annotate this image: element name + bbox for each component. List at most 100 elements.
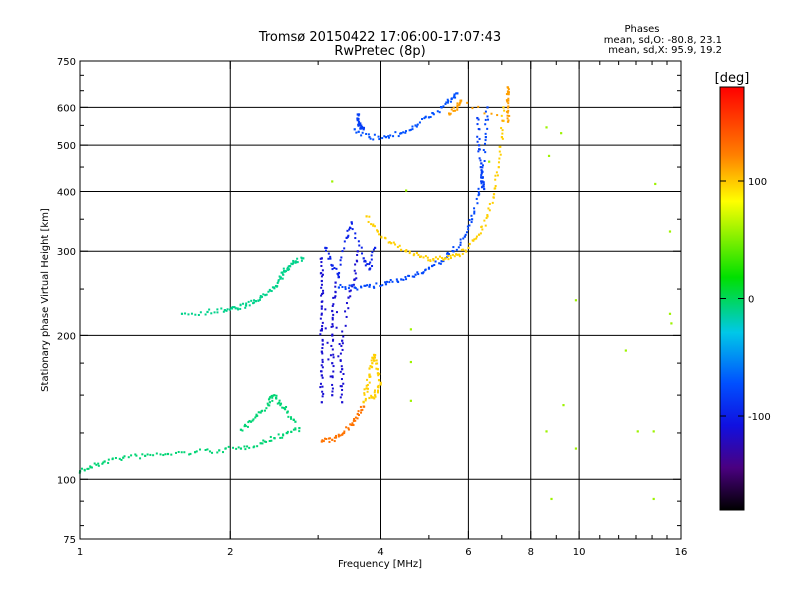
echo-point	[343, 432, 346, 435]
echo-point	[495, 171, 498, 174]
echo-point	[405, 249, 408, 252]
echo-point	[211, 451, 214, 454]
echo-point	[366, 383, 369, 386]
echo-point	[345, 315, 348, 318]
echo-point	[321, 325, 324, 328]
echo-point	[221, 451, 224, 454]
echo-point	[256, 414, 259, 417]
colorbar-ticks: 100 0 -100	[720, 177, 771, 423]
echo-point	[348, 228, 351, 231]
echo-point	[453, 255, 456, 258]
echo-point	[652, 430, 655, 433]
echo-point	[437, 257, 440, 260]
echo-point	[376, 372, 379, 375]
echo-point	[351, 422, 354, 425]
echo-point	[356, 253, 359, 256]
echo-point	[387, 135, 390, 138]
echo-point	[498, 157, 501, 160]
echo-point	[456, 92, 459, 95]
echo-point	[370, 258, 373, 261]
echo-point	[321, 439, 324, 442]
echo-point	[337, 273, 340, 276]
echo-point	[381, 284, 384, 287]
echo-point	[327, 437, 330, 440]
echo-point	[394, 243, 397, 246]
echo-point	[320, 261, 323, 264]
echo-point	[370, 223, 373, 226]
echo-point	[375, 367, 378, 370]
echo-point	[270, 439, 273, 442]
echo-point	[333, 436, 336, 439]
echo-point	[471, 107, 474, 110]
echo-point	[484, 110, 487, 113]
echo-point	[362, 257, 365, 260]
echo-point	[114, 457, 117, 460]
echo-point	[375, 359, 378, 362]
echo-point	[397, 135, 400, 138]
echo-point	[281, 273, 284, 276]
echo-point	[335, 436, 338, 439]
echo-point	[377, 374, 380, 377]
echo-point	[107, 461, 110, 464]
echo-point	[357, 114, 360, 117]
echo-point	[380, 236, 383, 239]
echo-point	[399, 132, 402, 135]
echo-point	[239, 428, 243, 431]
echo-point	[286, 410, 289, 413]
echo-point	[331, 318, 334, 321]
echo-point	[484, 142, 487, 145]
echo-point	[361, 131, 364, 134]
echo-point	[478, 137, 481, 140]
echo-point	[301, 257, 304, 260]
echo-point	[465, 250, 468, 253]
echo-point	[414, 124, 417, 127]
colorbar-tick-label: -100	[748, 412, 771, 423]
echo-point	[506, 100, 509, 103]
echo-point	[562, 404, 565, 407]
echo-point	[477, 191, 480, 194]
echo-point	[494, 178, 497, 181]
echo-point	[506, 86, 510, 89]
echo-point	[438, 111, 441, 114]
echo-point	[357, 120, 361, 123]
echo-point	[436, 110, 439, 113]
echo-point	[392, 135, 395, 138]
echo-point	[279, 276, 282, 279]
echo-point	[358, 113, 361, 116]
echo-point	[344, 324, 347, 327]
echo-point	[477, 187, 480, 190]
echo-point	[468, 218, 471, 221]
echo-point	[356, 117, 359, 120]
echo-point	[242, 302, 245, 305]
echo-point	[483, 187, 486, 191]
echo-point	[322, 289, 325, 292]
echo-point	[378, 373, 381, 376]
echo-point	[507, 88, 510, 91]
echo-point	[356, 288, 359, 291]
legend-line-x: mean, sd,X: 95.9, 19.2	[608, 45, 722, 56]
echo-point	[424, 268, 427, 271]
echo-point	[291, 262, 294, 265]
echo-point	[494, 174, 497, 177]
echo-point	[454, 109, 457, 112]
echo-point	[246, 445, 249, 448]
echo-point	[420, 255, 423, 258]
echo-point	[453, 95, 456, 98]
echo-point	[362, 128, 365, 131]
echo-point	[260, 410, 263, 413]
echo-point	[341, 401, 344, 404]
echo-point	[383, 135, 386, 138]
echo-point	[249, 420, 253, 423]
echo-point	[331, 333, 334, 336]
echo-point	[482, 149, 485, 152]
echo-point	[373, 389, 376, 392]
echo-point	[339, 263, 342, 266]
echo-point	[365, 132, 368, 135]
echo-point	[330, 325, 333, 328]
echo-point	[480, 182, 483, 185]
echo-point	[101, 462, 104, 465]
echo-point	[271, 394, 274, 397]
echo-point	[476, 202, 479, 205]
echo-point	[429, 116, 432, 119]
echo-point	[445, 101, 448, 104]
